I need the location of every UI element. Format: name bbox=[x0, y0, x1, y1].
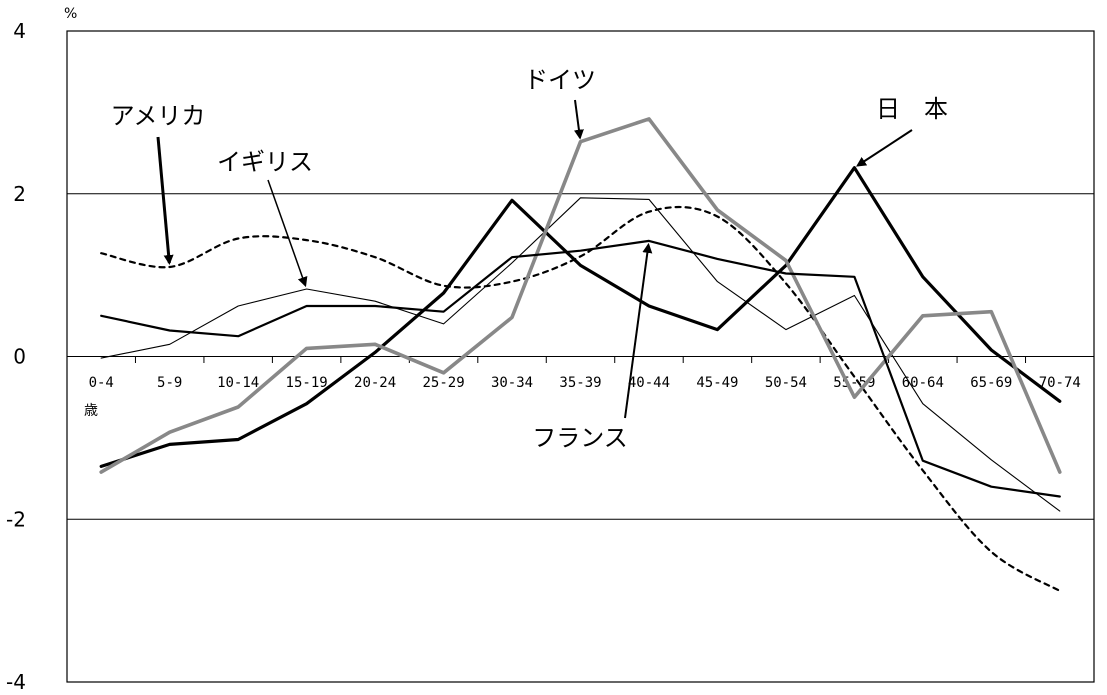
y-tick-label: 4 bbox=[13, 19, 26, 43]
x-tick-label: 50-54 bbox=[765, 375, 807, 391]
series-label-4: フランス bbox=[532, 424, 628, 452]
x-tick-label: 25-29 bbox=[422, 375, 464, 391]
x-tick-label: 15-19 bbox=[286, 375, 328, 391]
series-line-0 bbox=[99, 166, 1062, 468]
x-tick-label: 30-34 bbox=[491, 375, 533, 391]
y-tick-label: 0 bbox=[13, 345, 26, 369]
x-tick-label: 45-49 bbox=[696, 375, 738, 391]
y-tick-label: 2 bbox=[13, 182, 26, 206]
annotation-arrow-2 bbox=[267, 179, 308, 288]
x-tick-label: 65-69 bbox=[970, 375, 1012, 391]
series-line-3 bbox=[99, 117, 1062, 474]
series-line-1 bbox=[100, 205, 1061, 592]
grid-layer bbox=[67, 193, 1094, 520]
series-label-2: イギリス bbox=[217, 148, 313, 176]
x-tick-label: 40-44 bbox=[628, 375, 670, 391]
series-label-1: アメリカ bbox=[111, 102, 206, 130]
y-tick-label: -2 bbox=[6, 507, 26, 531]
annotation-arrow-1 bbox=[156, 136, 174, 265]
x-tick-label: 10-14 bbox=[217, 375, 259, 391]
x-tick-label: 20-24 bbox=[354, 375, 396, 391]
x-tick-label: 5-9 bbox=[157, 375, 182, 391]
series-line-4 bbox=[100, 239, 1061, 498]
x-tick-label: 60-64 bbox=[902, 375, 944, 391]
series-layer bbox=[99, 117, 1062, 592]
y-unit-label: % bbox=[64, 6, 77, 22]
annotation-arrow-3 bbox=[573, 99, 584, 140]
x-tick-label: 35-39 bbox=[559, 375, 601, 391]
series-line-2 bbox=[100, 197, 1061, 512]
x-tick-label: 70-74 bbox=[1039, 375, 1081, 391]
annotation-arrow-4 bbox=[624, 242, 653, 419]
y-tick-label: -4 bbox=[6, 670, 26, 694]
x-tick-label: 0-4 bbox=[89, 375, 114, 391]
series-label-3: ドイツ bbox=[524, 66, 596, 94]
plot-frame bbox=[66, 30, 1095, 683]
annotation-arrow-0 bbox=[856, 129, 913, 167]
x-unit-label: 歳 bbox=[84, 403, 98, 419]
series-label-0: 日 本 bbox=[876, 95, 948, 123]
